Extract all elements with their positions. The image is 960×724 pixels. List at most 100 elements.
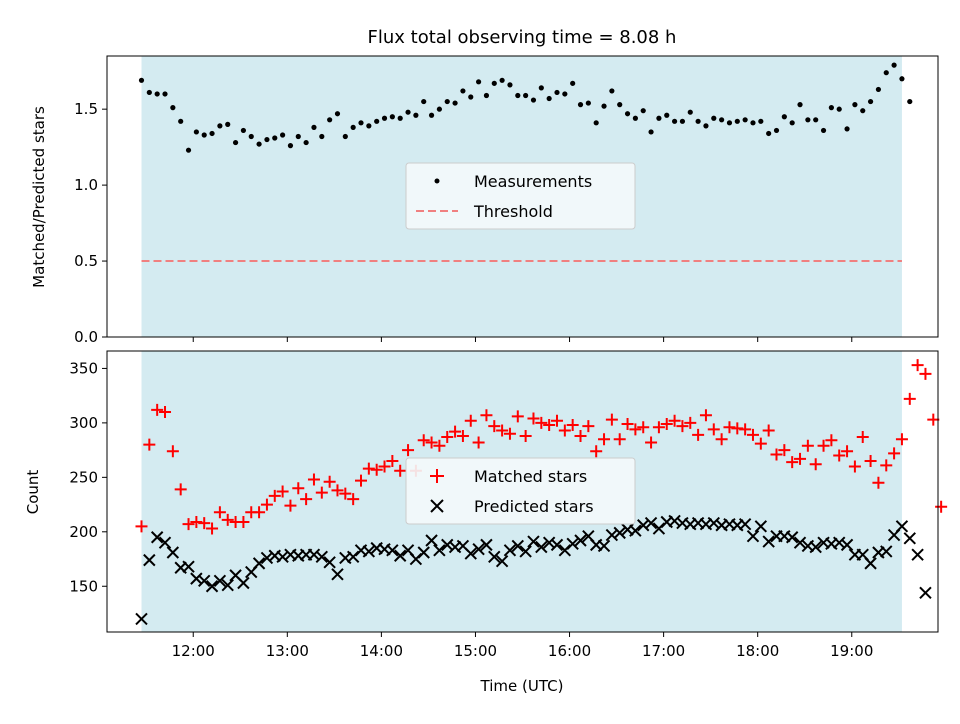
matched-stars-point [935,500,948,513]
matched-stars-point [292,482,305,495]
predicted-stars-point [213,574,227,588]
predicted-stars-point [644,516,658,530]
x-tick-label: 15:00 [454,642,497,660]
measurement-point [585,100,591,106]
bottom-y-tick-label: 300 [69,414,98,432]
predicted-stars-point [464,547,477,560]
measurement-point [570,80,576,86]
matched-stars-point [159,405,172,418]
predicted-stars-point [503,544,517,557]
predicted-stars-point [276,550,289,564]
matched-stars-point [582,420,595,433]
matched-stars-point [598,433,611,446]
matched-stars-series [135,359,948,535]
predicted-stars-point [597,539,611,553]
predicted-stars-point [166,546,180,559]
measurement-point [201,132,207,138]
x-tick-label: 19:00 [830,642,873,660]
matched-stars-point [425,436,438,449]
measurement-point [640,108,646,114]
top-y-tick-label: 1.0 [74,176,98,194]
measurement-point [381,115,388,121]
top-y-axis: 0.0 0.5 1.0 1.5 [74,100,107,346]
top-panel: 0.0 0.5 1.0 1.5 Flux total observing time =… [30,27,939,346]
matched-stars-point [895,433,908,446]
measurement-point [797,102,803,108]
measurement-point [146,89,152,96]
matched-stars-point [605,413,618,426]
top-y-axis-label: Matched/Predicted stars [30,106,48,288]
matched-stars-point [574,429,587,442]
matched-stars-point [731,422,744,435]
measurement-point [515,92,521,99]
predicted-stars-point [605,528,619,542]
predicted-stars-point [880,545,893,558]
measurement-point [820,127,827,134]
matched-stars-point [652,421,665,434]
matched-stars-point [762,424,775,437]
predicted-stars-point [833,536,846,549]
measurement-point [240,127,247,134]
measurement-point [468,94,474,100]
measurement-point [899,76,905,82]
measurement-point [703,123,709,129]
matched-stars-point [394,464,407,477]
matched-stars-point [801,439,814,452]
predicted-stars-point [903,532,916,545]
predicted-stars-point [150,531,164,544]
predicted-stars-point [637,519,650,532]
measurement-point [452,100,458,106]
matched-stars-point [206,522,219,535]
measurement-point [844,126,850,132]
measurement-point [726,120,733,126]
measurement-point [428,112,435,118]
measurement-point [358,120,364,126]
matched-stars-point [723,421,736,434]
bottom-plot-frame [106,350,939,633]
predicted-stars-point [488,550,501,564]
measurement-point [491,80,497,86]
matched-stars-point [378,460,391,473]
predicted-stars-point [198,574,211,588]
predicted-stars-point [762,535,775,548]
predicted-stars-point [911,548,924,561]
matched-stars-point [488,420,501,433]
matched-stars-point [174,483,187,496]
measurement-point [507,82,513,88]
predicted-stars-point [629,524,642,537]
measurement-point [773,127,780,134]
measurement-point [475,79,482,85]
matched-stars-point [699,409,712,422]
bottom-panel: 150 200 250 300 350 12:00 13:00 14:00 15:00 16:0… [24,350,948,695]
matched-stars-point [276,485,289,498]
predicted-stars-point [527,535,540,548]
x-tick-label: 16:00 [548,642,591,660]
top-legend: Measurements Threshold [405,162,636,230]
top-legend-box [405,162,636,230]
measurement-point [632,115,638,121]
matched-stars-point [841,445,854,458]
predicted-stars-point [864,557,877,570]
predicted-stars-point [182,560,195,573]
matched-stars-point [190,515,203,528]
matched-stars-point [637,421,650,434]
predicted-stars-point [472,543,485,556]
measurement-point [562,91,568,97]
predicted-stars-point [386,544,399,557]
matched-stars-point [872,476,885,489]
matched-stars-point [456,429,469,442]
bottom-y-tick-label: 200 [69,523,98,541]
predicted-stars-point [542,536,556,549]
measurement-point [624,111,631,117]
measurement-point [280,132,286,138]
matched-stars-point [833,449,846,462]
predicted-stars-point [417,546,430,559]
measurement-point [907,98,913,105]
measurement-point [397,115,403,121]
matched-stars-point [817,439,830,452]
matched-stars-point [684,416,697,429]
measurement-point [421,98,427,105]
measurement-point [538,85,544,91]
measurement-point [609,88,615,94]
matched-stars-point [511,410,524,423]
